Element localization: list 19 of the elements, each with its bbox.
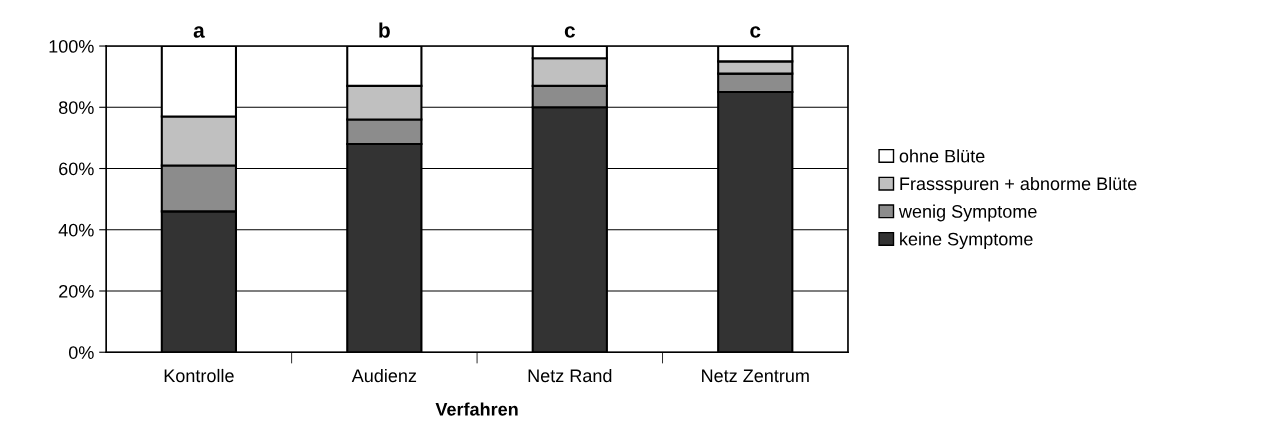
y-tick-label: 20% [59, 284, 94, 298]
x-tick-label: Audienz [351, 368, 417, 383]
legend-label: Frassspuren + abnorme Blüte [900, 176, 1137, 194]
legend-label: ohne Blüte [899, 149, 985, 163]
legend-label: wenig Symptome [898, 204, 1037, 222]
y-tick-label: 80% [59, 101, 94, 114]
legend-label: keine Symptome [900, 232, 1033, 250]
annotation: c [564, 26, 575, 38]
annotation: b [379, 22, 390, 38]
x-tick-label: Netz Rand [528, 368, 612, 383]
x-tick-label: Kontrolle [164, 368, 234, 383]
y-tick-label: 40% [58, 223, 94, 237]
annotation: c [750, 26, 761, 38]
x-tick-label: Netz Zentrum [702, 369, 809, 383]
y-tick-label: 0% [68, 346, 94, 359]
y-tick-label: 60% [59, 162, 94, 176]
x-axis-title: Verfahren [435, 402, 518, 416]
annotation: a [193, 26, 205, 38]
y-tick-label: 100% [49, 39, 94, 53]
